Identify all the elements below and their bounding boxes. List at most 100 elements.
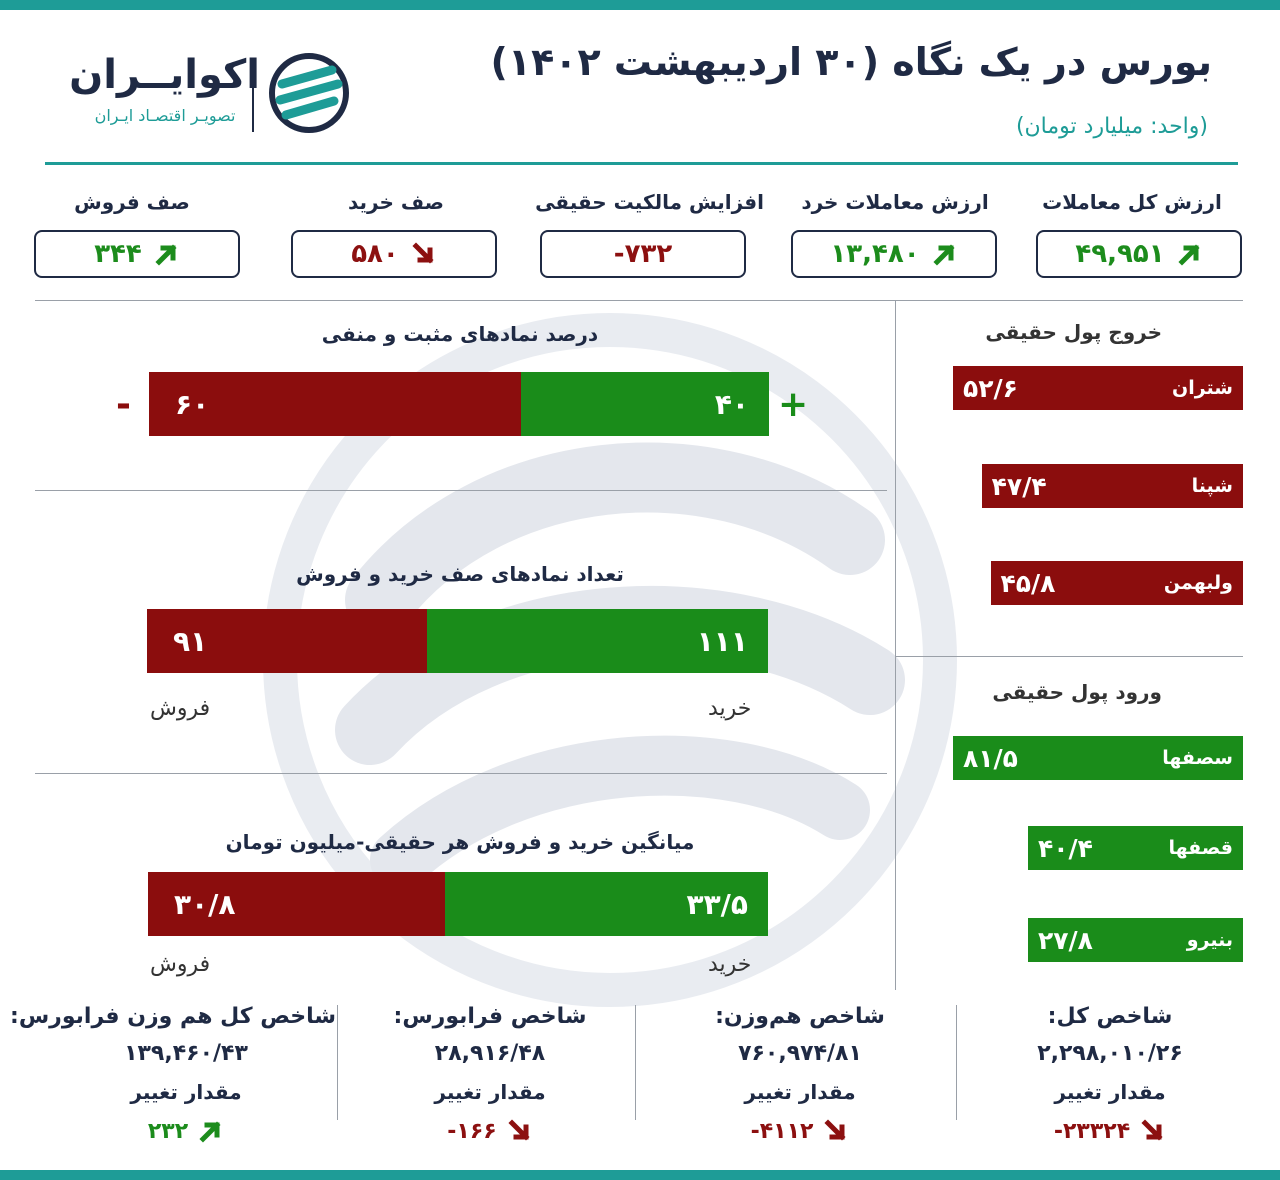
kpi-label-buy-queue: صف خرید [347,190,445,214]
page-title: بورس در یک نگاه (۳۰ اردیبهشت ۱۴۰۲) [490,40,1212,84]
outflow-value: ۴۷/۴ [991,471,1047,501]
bar-segment-avg-buy: ۳۳/۵ [444,872,768,936]
grid-line-vertical [895,300,896,990]
bar-positive-negative: ۶۰ ۴۰ [149,372,769,436]
kpi-retail-value: ۱۳,۴۸۰ [791,230,997,278]
index-equal-weight-change: -۴۱۱۲ [650,1118,950,1144]
outflow-bar: ۵۲/۶ شتران [953,366,1243,410]
index-main-value: ۲,۲۹۸,۰۱۰/۲۶ [1037,1041,1183,1066]
avg-buy-caption: خرید [708,952,752,977]
index-main-change: -۲۳۳۲۴ [960,1118,1260,1144]
index-main-label: شاخص کل: [1047,1004,1173,1029]
kpi-real-ownership-number: -۷۳۲ [613,239,673,269]
bar-segment-positive: ۴۰ [521,372,769,436]
inflow-bar: ۴۰/۴ قصفها [1028,826,1243,870]
outflow-value: ۵۲/۶ [963,373,1018,403]
sell-queue-value-label: ۹۱ [173,624,208,658]
kpi-buy-queue-number: ۵۸۰ [351,239,399,269]
grid-line-mid-1 [35,490,887,491]
outflow-symbol: شتران [1172,377,1233,399]
kpi-label-sell-queue: صف فروش [74,190,190,214]
plus-sign: + [778,384,809,425]
outflow-bar: ۴۷/۴ شپنا [981,464,1243,508]
avg-buy-value-label: ۳۳/۵ [686,887,748,921]
index-divider [956,1005,957,1120]
kpi-retail-value-number: ۱۳,۴۸۰ [830,239,920,269]
brand-name: اکوایــران [69,52,260,98]
background-watermark-logo [263,313,957,1007]
index-farabourse-change: -۱۶۶ [340,1118,640,1144]
index-equal-weight-value: ۷۶۰,۹۷۴/۸۱ [738,1041,862,1066]
arrow-down-icon [508,1119,530,1141]
brand-divider [252,58,254,132]
inflow-value: ۴۰/۴ [1038,833,1093,863]
arrow-up-icon [155,244,177,266]
arrow-down-icon [1141,1119,1163,1141]
index-farabourse-equal-weight-change-value: ۲۳۲ [147,1118,189,1144]
kpi-buy-queue: ۵۸۰ [291,230,497,278]
bar-segment-sell: ۹۱ [147,609,427,673]
index-farabourse-value: ۲۸,۹۱۶/۴۸ [434,1041,546,1066]
index-divider [635,1005,636,1120]
index-farabourse-equal-weight-value: ۱۳۹,۴۶۰/۴۳ [124,1041,248,1066]
chart-title-queues: تعداد نمادهای صف خرید و فروش [296,562,624,586]
bar-segment-buy: ۱۱۱ [426,609,768,673]
brand-subtitle: تصویـر اقتصـاد ایـران [94,106,236,125]
grid-line-right-mid [895,656,1243,657]
index-farabourse-change-value: -۱۶۶ [447,1118,497,1144]
buy-queue-value-label: ۱۱۱ [696,624,748,658]
kpi-sell-queue: ۳۴۴ [34,230,240,278]
header-divider [45,162,1238,165]
index-main-change-label: مقدار تغییر [1054,1080,1166,1104]
outflow-symbol: شپنا [1191,475,1233,497]
index-farabourse: شاخص فرابورس: ۲۸,۹۱۶/۴۸ مقدار تغییر -۱۶۶ [340,1004,640,1144]
index-equal-weight: شاخص هم‌وزن: ۷۶۰,۹۷۴/۸۱ مقدار تغییر -۴۱۱… [650,1004,950,1144]
brand-logo: اکوایــران تصویـر اقتصـاد ایـران [69,52,360,142]
buy-caption: خرید [708,696,752,721]
inflow-title: ورود پول حقیقی [992,680,1162,704]
sell-caption: فروش [150,696,211,721]
index-farabourse-equal-weight-change: ۲۳۲ [36,1118,336,1144]
chart-title-positive-negative: درصد نمادهای مثبت و منفی [321,322,599,346]
top-accent-bar [0,0,1280,10]
index-farabourse-equal-weight-change-label: مقدار تغییر [130,1080,242,1104]
arrow-up-icon [933,244,955,266]
outflow-symbol: ولبهمن [1163,572,1233,594]
index-main: شاخص کل: ۲,۲۹۸,۰۱۰/۲۶ مقدار تغییر -۲۳۳۲۴ [960,1004,1260,1144]
bottom-accent-bar [0,1170,1280,1180]
inflow-symbol: سصفها [1162,747,1233,769]
outflow-value: ۴۵/۸ [1000,568,1056,598]
negative-value-label: ۶۰ [175,387,210,421]
arrow-up-icon [1178,244,1200,266]
index-farabourse-equal-weight: شاخص کل هم وزن فرابورس: ۱۳۹,۴۶۰/۴۳ مقدار… [10,1004,336,1144]
index-farabourse-equal-weight-label: شاخص کل هم وزن فرابورس: [10,1004,336,1029]
index-main-change-value: -۲۳۳۲۴ [1053,1118,1131,1144]
minus-sign: - [116,384,131,425]
kpi-label-total-value: ارزش کل معاملات [1042,190,1222,214]
kpi-total-value: ۴۹,۹۵۱ [1036,230,1242,278]
bar-segment-avg-sell: ۳۰/۸ [148,872,445,936]
inflow-symbol: بنیرو [1186,929,1233,951]
bar-average: ۳۰/۸ ۳۳/۵ [148,872,768,936]
bar-queues: ۹۱ ۱۱۱ [147,609,768,673]
kpi-label-real-ownership: افزایش مالکیت حقیقی [535,190,764,214]
avg-sell-caption: فروش [150,952,211,977]
inflow-symbol: قصفها [1168,837,1233,859]
inflow-value: ۸۱/۵ [963,743,1018,773]
kpi-label-retail-value: ارزش معاملات خرد [801,190,989,214]
kpi-total-value-number: ۴۹,۹۵۱ [1075,239,1165,269]
brand-mark-icon [269,53,349,133]
outflow-bar: ۴۵/۸ ولبهمن [990,561,1243,605]
index-divider [337,1005,338,1120]
inflow-value: ۲۷/۸ [1038,925,1093,955]
outflow-title: خروج پول حقیقی [985,320,1162,344]
inflow-bar: ۸۱/۵ سصفها [953,736,1243,780]
grid-line-mid-2 [35,773,887,774]
index-farabourse-change-label: مقدار تغییر [434,1080,546,1104]
avg-sell-value-label: ۳۰/۸ [174,887,236,921]
kpi-real-ownership: -۷۳۲ [540,230,746,278]
arrow-down-icon [412,242,434,264]
unit-note: (واحد: میلیارد تومان) [1015,114,1208,139]
grid-line-top [35,300,1243,301]
kpi-sell-queue-number: ۳۴۴ [94,239,142,269]
